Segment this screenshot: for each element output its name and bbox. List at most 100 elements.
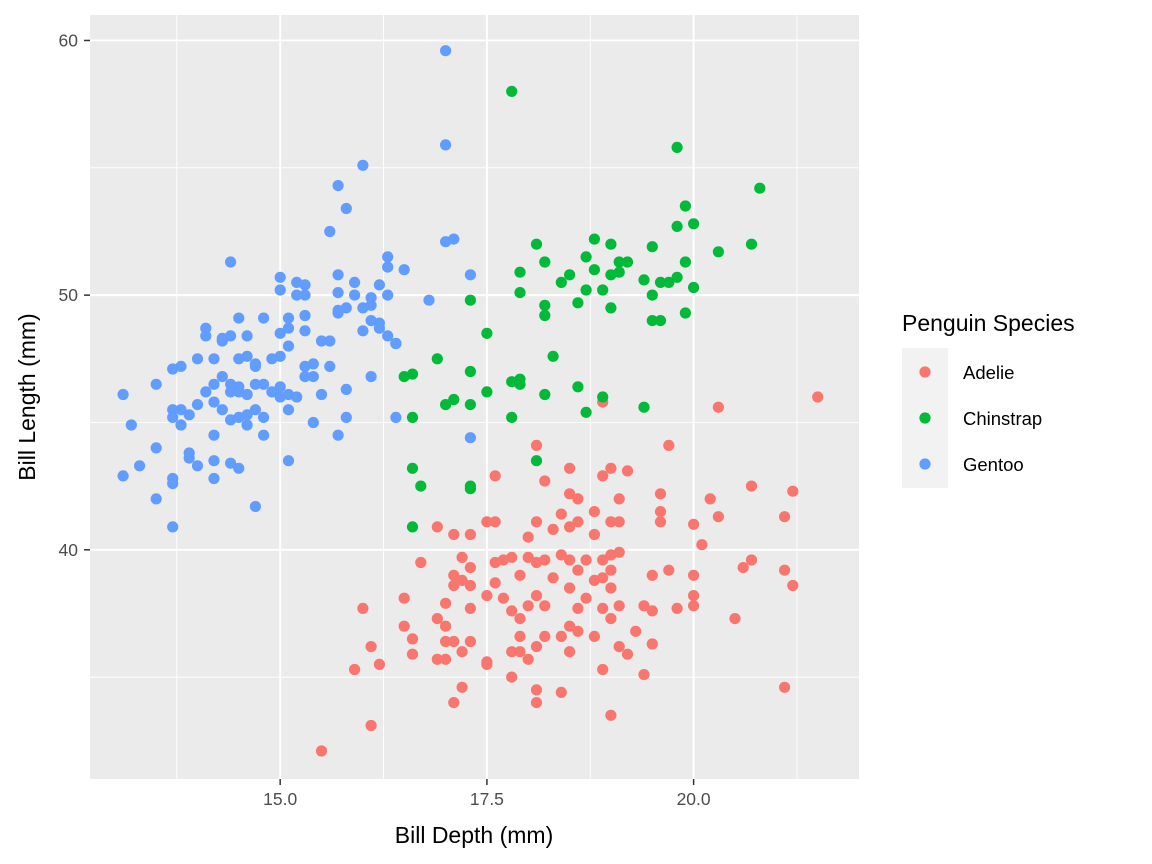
point-chinstrap <box>688 281 700 294</box>
point-adelie <box>398 592 410 604</box>
point-adelie <box>572 602 584 615</box>
point-adelie <box>365 719 377 732</box>
point-gentoo <box>266 386 278 398</box>
point-adelie <box>448 697 460 709</box>
point-gentoo <box>241 409 253 421</box>
point-gentoo <box>150 378 162 390</box>
point-adelie <box>373 658 385 671</box>
point-adelie <box>514 569 526 581</box>
point-adelie <box>605 564 617 576</box>
point-adelie <box>456 646 468 658</box>
point-adelie <box>497 592 509 604</box>
point-adelie <box>572 516 584 528</box>
point-chinstrap <box>514 287 526 299</box>
point-adelie <box>613 546 625 558</box>
point-adelie <box>506 605 518 617</box>
point-chinstrap <box>754 182 766 194</box>
grid-major <box>90 15 859 779</box>
point-gentoo <box>440 45 452 57</box>
point-chinstrap <box>580 251 592 263</box>
point-chinstrap <box>597 391 609 403</box>
point-adelie <box>745 554 758 566</box>
point-adelie <box>605 462 617 474</box>
point-adelie <box>415 556 427 569</box>
point-adelie <box>555 686 567 699</box>
point-adelie <box>638 669 650 681</box>
point-chinstrap <box>514 378 526 390</box>
point-adelie <box>588 528 601 541</box>
point-chinstrap <box>613 256 625 268</box>
point-adelie <box>539 600 551 612</box>
point-adelie <box>315 745 328 757</box>
point-chinstrap <box>613 266 625 278</box>
point-gentoo <box>183 452 195 464</box>
point-gentoo <box>225 386 237 398</box>
point-gentoo <box>258 312 270 324</box>
point-adelie <box>514 613 526 625</box>
point-gentoo <box>175 419 187 431</box>
point-gentoo <box>208 396 220 408</box>
point-gentoo <box>382 330 394 342</box>
point-chinstrap <box>555 276 567 288</box>
legend-label-chinstrap: Chinstrap <box>963 408 1042 429</box>
point-adelie <box>688 518 700 530</box>
point-gentoo <box>282 312 295 324</box>
point-gentoo <box>299 371 311 383</box>
point-gentoo <box>340 411 352 423</box>
point-gentoo <box>208 378 220 390</box>
point-adelie <box>572 493 584 505</box>
grid-minor <box>90 15 859 779</box>
point-adelie <box>506 646 518 658</box>
point-gentoo <box>307 371 319 383</box>
point-adelie <box>481 516 493 528</box>
point-adelie <box>530 697 543 709</box>
point-gentoo <box>464 432 476 444</box>
point-gentoo <box>332 180 344 192</box>
point-gentoo <box>332 287 344 299</box>
legend-items: Adelie Chinstrap Gentoo <box>919 362 1042 475</box>
point-adelie <box>597 470 609 482</box>
point-gentoo <box>382 289 394 301</box>
legend-title: Penguin Species <box>902 310 1075 336</box>
point-gentoo <box>167 521 179 533</box>
point-adelie <box>448 579 460 592</box>
point-gentoo <box>225 457 237 469</box>
point-chinstrap <box>464 480 476 492</box>
point-gentoo <box>390 411 402 423</box>
point-adelie <box>605 516 617 528</box>
point-gentoo <box>324 225 336 238</box>
point-adelie <box>489 516 501 528</box>
point-chinstrap <box>539 256 551 268</box>
point-chinstrap <box>580 406 592 418</box>
point-chinstrap <box>646 315 658 327</box>
point-gentoo <box>208 472 220 485</box>
point-adelie <box>779 681 791 693</box>
point-chinstrap <box>506 411 518 423</box>
point-adelie <box>572 625 584 637</box>
point-adelie <box>489 470 501 482</box>
point-adelie <box>481 656 493 668</box>
point-gentoo <box>175 404 187 416</box>
point-chinstrap <box>572 381 584 393</box>
point-chinstrap <box>671 220 683 232</box>
point-gentoo <box>382 251 394 263</box>
point-adelie <box>506 671 518 683</box>
point-adelie <box>812 391 824 403</box>
point-adelie <box>555 508 567 520</box>
point-adelie <box>597 602 609 615</box>
point-adelie <box>539 630 551 643</box>
point-adelie <box>547 523 559 536</box>
point-gentoo <box>291 289 303 301</box>
point-gentoo <box>349 276 361 288</box>
point-adelie <box>564 554 576 566</box>
point-adelie <box>646 569 658 581</box>
point-chinstrap <box>671 141 683 153</box>
point-gentoo <box>233 462 245 474</box>
point-adelie <box>613 516 625 528</box>
point-adelie <box>588 630 601 643</box>
point-gentoo <box>249 500 261 513</box>
point-chinstrap <box>464 365 476 378</box>
point-adelie <box>564 488 576 500</box>
point-chinstrap <box>688 218 700 230</box>
point-gentoo <box>225 256 237 268</box>
